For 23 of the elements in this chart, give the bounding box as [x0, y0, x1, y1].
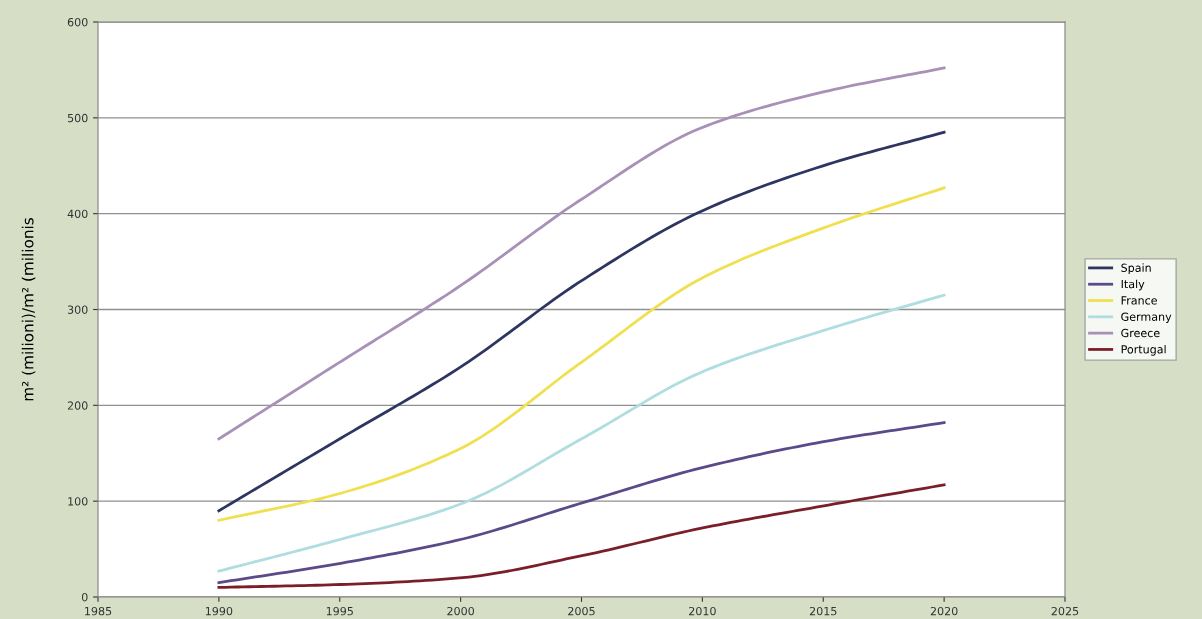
x-tick-label: 2025: [1051, 606, 1079, 616]
y-tick-label: 100: [68, 497, 88, 506]
y-tick-label: 500: [67, 113, 88, 123]
y-tick-label: 200: [67, 401, 88, 410]
legend-label: Italy: [1121, 279, 1145, 291]
legend-label: Germany: [1121, 312, 1172, 324]
x-tick-label: 1990: [205, 606, 233, 616]
x-tick-label: 2005: [568, 606, 595, 616]
x-tick-label: 1995: [326, 606, 353, 616]
legend-label: Portugal: [1121, 344, 1166, 356]
legend-label: Spain: [1121, 263, 1151, 275]
legend-label: France: [1121, 296, 1157, 305]
x-tick-label: 2020: [930, 606, 958, 616]
y-tick-label: 600: [67, 17, 88, 27]
y-tick-label: 400: [67, 209, 88, 219]
x-tick-label: 2010: [689, 606, 716, 616]
y-tick-label: 300: [67, 305, 88, 314]
y-axis-title: m² (milioni)/m² (milionis: [21, 217, 36, 401]
x-tick-label: 1985: [85, 606, 112, 616]
x-tick-label: 2015: [809, 606, 837, 616]
x-tick-label: 2000: [447, 606, 475, 616]
legend-label: Greece: [1121, 328, 1160, 338]
y-tick-label: 0: [81, 592, 88, 602]
